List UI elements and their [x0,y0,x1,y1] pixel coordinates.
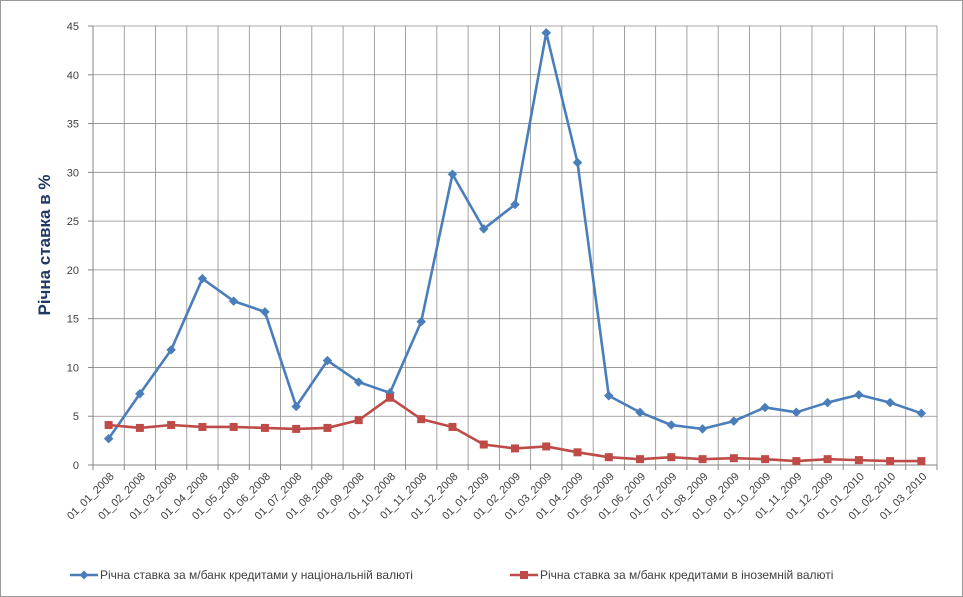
data-point[interactable] [166,345,177,355]
legend-label-foreign: Річна ставка за м/банк кредитами в інозе… [540,568,833,582]
y-axis-title: Річна ставка в % [35,174,54,315]
data-point[interactable] [760,402,770,413]
data-point[interactable] [886,457,895,466]
data-point[interactable] [572,157,583,168]
data-point[interactable] [917,457,926,466]
data-point[interactable] [417,415,426,424]
y-tick-label: 5 [73,411,79,423]
data-point[interactable] [167,421,176,430]
data-point[interactable] [636,455,645,464]
data-point[interactable] [323,423,332,432]
data-point[interactable] [416,316,427,327]
data-point[interactable] [666,420,677,430]
y-tick-label: 40 [67,70,79,82]
legend-marker-square-icon [520,571,528,579]
data-point[interactable] [260,306,270,317]
data-point[interactable] [635,407,645,418]
data-point[interactable] [135,423,144,432]
data-point[interactable] [541,27,552,38]
y-tick-label: 20 [67,265,79,277]
data-point[interactable] [448,422,457,431]
series-line-0 [107,31,922,440]
data-point[interactable] [823,455,832,464]
data-point[interactable] [916,408,927,419]
data-point[interactable] [197,273,208,284]
data-point[interactable] [853,389,864,400]
axes [88,25,938,470]
data-point[interactable] [228,296,239,306]
data-point[interactable] [667,453,676,462]
data-point[interactable] [854,456,863,465]
x-tick-labels: 01_01_200801_02_200801_03_200801_04_2008… [65,471,929,523]
data-point[interactable] [511,444,519,453]
y-tick-label: 25 [67,216,79,228]
legend-label-national: Річна ставка за м/банк кредитами у націо… [100,568,413,582]
y-tick-label: 45 [67,21,79,33]
data-point[interactable] [385,393,394,402]
data-point[interactable] [135,388,145,399]
data-point[interactable] [792,457,801,466]
data-point[interactable] [698,455,707,464]
data-point[interactable] [542,442,551,451]
data-point[interactable] [292,424,301,433]
data-point[interactable] [603,390,614,401]
data-point[interactable] [822,397,833,408]
y-tick-labels: 0 5 10 15 20 25 30 35 40 45 [67,21,79,472]
grid [93,25,938,465]
data-point[interactable] [322,355,333,366]
y-tick-label: 35 [67,119,79,131]
data-point[interactable] [728,416,739,426]
data-point[interactable] [198,422,207,431]
y-tick-label: 0 [73,460,79,472]
legend-item-national[interactable]: Річна ставка за м/банк кредитами у націо… [70,568,413,582]
data-point[interactable] [354,416,363,425]
data-point[interactable] [573,448,582,457]
data-point[interactable] [479,440,488,449]
y-tick-label: 10 [67,362,79,374]
data-point[interactable] [697,424,708,434]
series [103,27,927,466]
data-point[interactable] [353,377,364,387]
y-tick-label: 30 [67,167,79,179]
data-point[interactable] [885,397,895,408]
data-point[interactable] [291,401,302,412]
data-point[interactable] [791,407,802,418]
data-point[interactable] [604,453,613,462]
data-point[interactable] [229,422,238,431]
legend: Річна ставка за м/банк кредитами у націо… [70,568,833,582]
legend-item-foreign[interactable]: Річна ставка за м/банк кредитами в інозе… [510,568,833,582]
data-point[interactable] [510,199,520,210]
data-point[interactable] [478,224,489,234]
data-point[interactable] [729,454,738,463]
data-point[interactable] [447,169,458,180]
data-point[interactable] [761,455,770,464]
data-point[interactable] [260,423,269,432]
data-point[interactable] [103,433,114,444]
y-tick-label: 15 [67,314,79,326]
data-point[interactable] [104,421,113,430]
legend-marker-diamond-icon [79,570,89,580]
